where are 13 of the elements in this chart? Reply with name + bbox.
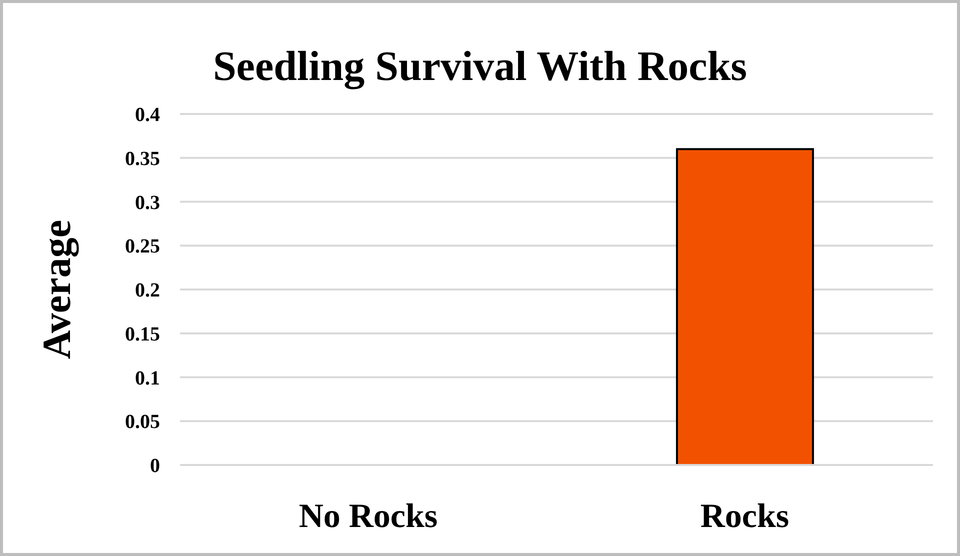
chart-title: Seedling Survival With Rocks: [212, 43, 748, 91]
x-tick-label: No Rocks: [298, 498, 438, 536]
y-tick-label: 0.05: [125, 411, 160, 434]
y-tick-label: 0.3: [135, 192, 160, 214]
y-tick-label: 0.35: [125, 148, 160, 170]
y-tick-label: 0.2: [135, 280, 160, 302]
y-tick-label: 0.25: [125, 236, 160, 258]
y-tick-label: 0: [150, 455, 160, 478]
y-axis-title: Average: [34, 220, 80, 360]
y-tick-label: 0.1: [135, 367, 160, 390]
y-tick-label: 0.4: [135, 104, 160, 126]
y-tick-label: 0.15: [125, 323, 160, 346]
x-tick-label: Rocks: [700, 498, 790, 536]
